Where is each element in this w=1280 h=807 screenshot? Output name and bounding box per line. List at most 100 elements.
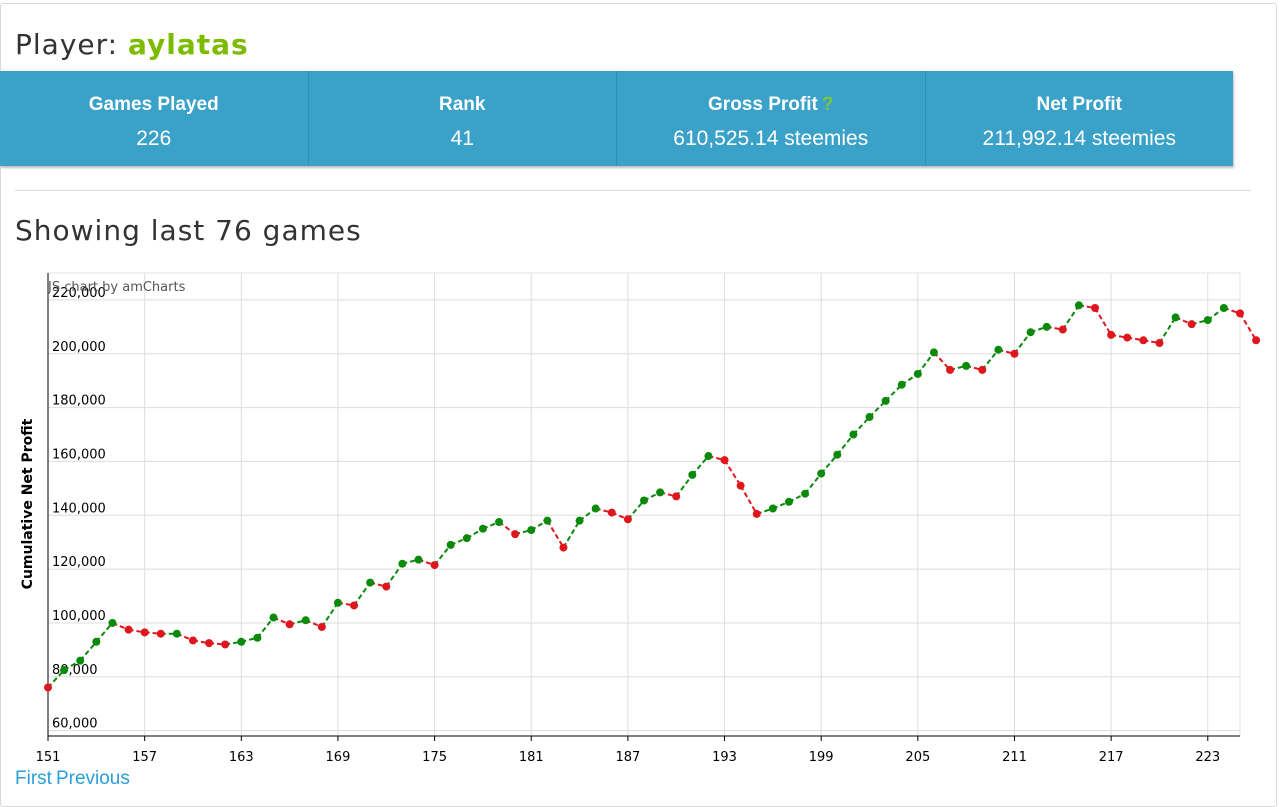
- data-point[interactable]: [285, 620, 294, 629]
- data-point[interactable]: [301, 616, 310, 625]
- data-point[interactable]: [736, 481, 745, 490]
- stats-bar: Games Played 226 Rank 41 Gross Profit? 6…: [0, 71, 1233, 166]
- data-point[interactable]: [559, 543, 568, 552]
- data-point[interactable]: [1074, 301, 1083, 310]
- data-point[interactable]: [688, 470, 697, 479]
- data-point[interactable]: [913, 369, 922, 378]
- data-point[interactable]: [1155, 338, 1164, 347]
- stat-label: Gross Profit: [708, 94, 818, 115]
- x-tick-label: 211: [1002, 750, 1027, 765]
- data-point[interactable]: [1236, 309, 1244, 318]
- data-point[interactable]: [946, 365, 955, 374]
- data-point[interactable]: [317, 622, 326, 631]
- line-segment: [739, 485, 758, 515]
- data-point[interactable]: [382, 582, 391, 591]
- data-point[interactable]: [1171, 313, 1180, 322]
- data-point[interactable]: [704, 452, 713, 461]
- data-point[interactable]: [60, 666, 69, 675]
- data-point[interactable]: [92, 637, 101, 646]
- data-point[interactable]: [656, 488, 665, 497]
- data-point[interactable]: [929, 348, 938, 357]
- help-icon[interactable]: ?: [821, 94, 834, 115]
- data-point[interactable]: [623, 515, 632, 524]
- line-segment: [1158, 316, 1177, 344]
- data-point[interactable]: [817, 469, 826, 478]
- data-point[interactable]: [188, 636, 197, 645]
- x-tick-label: 151: [36, 750, 61, 765]
- data-point[interactable]: [1058, 325, 1067, 334]
- data-point[interactable]: [495, 517, 504, 526]
- chart-points[interactable]: [44, 301, 1261, 692]
- data-point[interactable]: [768, 504, 777, 513]
- data-point[interactable]: [575, 516, 584, 525]
- line-segment: [256, 616, 275, 639]
- data-point[interactable]: [801, 489, 810, 498]
- line-segment: [627, 499, 645, 520]
- data-point[interactable]: [897, 380, 906, 389]
- data-point[interactable]: [978, 365, 987, 374]
- data-point[interactable]: [124, 625, 133, 634]
- section-title: Showing last 76 games: [15, 214, 362, 247]
- data-point[interactable]: [1219, 303, 1228, 312]
- profit-chart[interactable]: 60,00080,000100,000120,000140,000160,000…: [0, 265, 1280, 770]
- data-point[interactable]: [607, 508, 616, 517]
- data-point[interactable]: [865, 413, 874, 422]
- data-point[interactable]: [591, 504, 600, 513]
- data-point[interactable]: [430, 561, 439, 570]
- data-point[interactable]: [462, 534, 471, 543]
- data-point[interactable]: [205, 639, 214, 648]
- data-point[interactable]: [44, 683, 52, 692]
- pagination: First Previous: [15, 768, 134, 790]
- line-segment: [321, 602, 339, 628]
- data-point[interactable]: [962, 361, 971, 370]
- data-point[interactable]: [414, 555, 423, 564]
- data-point[interactable]: [1026, 328, 1035, 337]
- data-point[interactable]: [527, 526, 536, 535]
- data-point[interactable]: [237, 637, 246, 646]
- data-point[interactable]: [221, 640, 230, 649]
- data-point[interactable]: [994, 345, 1003, 354]
- data-point[interactable]: [543, 516, 552, 525]
- data-point[interactable]: [640, 496, 648, 505]
- data-point[interactable]: [1107, 330, 1116, 339]
- data-point[interactable]: [833, 450, 842, 459]
- data-point[interactable]: [1123, 333, 1132, 342]
- data-point[interactable]: [333, 598, 342, 607]
- data-point[interactable]: [350, 601, 359, 610]
- data-point[interactable]: [752, 509, 761, 518]
- previous-link[interactable]: Previous: [55, 768, 130, 789]
- data-point[interactable]: [1042, 322, 1051, 331]
- data-point[interactable]: [849, 430, 858, 439]
- data-point[interactable]: [784, 497, 793, 506]
- amcharts-credit[interactable]: JS chart by amCharts: [47, 280, 186, 295]
- line-segment: [79, 641, 98, 662]
- data-point[interactable]: [446, 540, 455, 549]
- data-point[interactable]: [108, 618, 117, 627]
- y-tick-label: 220,000: [52, 286, 106, 301]
- data-point[interactable]: [172, 629, 181, 638]
- line-segment: [981, 349, 1000, 371]
- data-point[interactable]: [672, 492, 681, 501]
- data-point[interactable]: [720, 456, 729, 465]
- player-heading: Player: aylatas: [15, 28, 249, 61]
- data-point[interactable]: [881, 396, 890, 405]
- chart-line-segments: [47, 304, 1257, 689]
- data-point[interactable]: [269, 613, 278, 622]
- x-tick-label: 223: [1195, 750, 1220, 765]
- data-point[interactable]: [1139, 336, 1148, 345]
- data-point[interactable]: [76, 656, 85, 665]
- data-point[interactable]: [511, 530, 520, 539]
- first-link[interactable]: First: [15, 768, 52, 789]
- data-point[interactable]: [398, 559, 407, 568]
- data-point[interactable]: [140, 628, 149, 637]
- data-point[interactable]: [253, 633, 262, 642]
- data-point[interactable]: [1252, 336, 1261, 345]
- data-point[interactable]: [366, 578, 375, 587]
- data-point[interactable]: [1010, 349, 1019, 358]
- stat-value: 41: [450, 127, 474, 150]
- data-point[interactable]: [478, 524, 487, 533]
- data-point[interactable]: [1187, 320, 1196, 329]
- data-point[interactable]: [156, 629, 165, 638]
- data-point[interactable]: [1091, 303, 1100, 312]
- data-point[interactable]: [1203, 316, 1212, 325]
